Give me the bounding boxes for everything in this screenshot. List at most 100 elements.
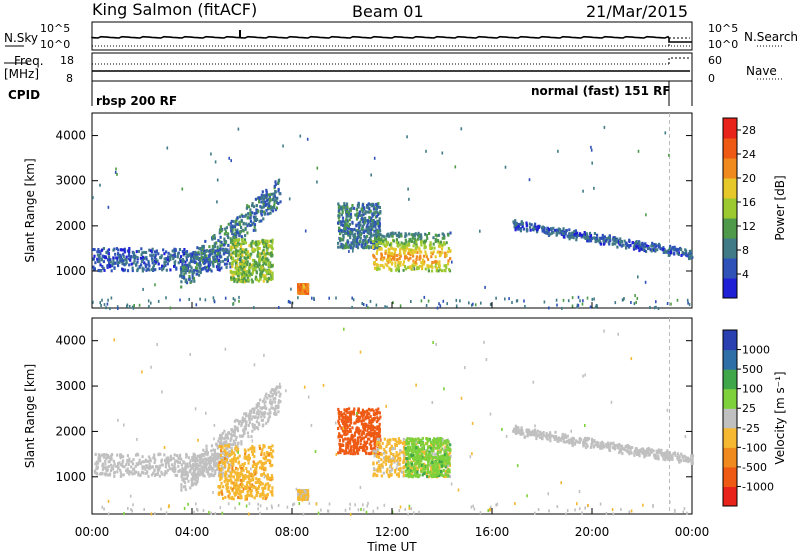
power-cell bbox=[258, 267, 261, 271]
velocity-cell bbox=[100, 453, 103, 457]
velocity-cell bbox=[105, 468, 108, 472]
power-cell bbox=[262, 210, 266, 214]
power-cell bbox=[140, 253, 143, 257]
velocity-cell bbox=[232, 439, 235, 443]
power-cell bbox=[664, 249, 667, 253]
power-cell bbox=[115, 247, 119, 251]
power-cell bbox=[346, 220, 349, 224]
velocity-cell bbox=[264, 400, 267, 404]
velocity-cell bbox=[240, 434, 243, 438]
freq-strip-frame bbox=[91, 52, 693, 82]
power-noise-cell bbox=[148, 304, 150, 308]
power-cell bbox=[359, 220, 362, 224]
power-noise-cell bbox=[407, 187, 409, 191]
power-noise-cell bbox=[436, 306, 439, 310]
power-noise-cell bbox=[603, 125, 606, 129]
power-cell bbox=[368, 237, 371, 240]
power-noise-cell bbox=[224, 296, 227, 300]
power-cell bbox=[167, 255, 170, 259]
power-cell bbox=[359, 233, 362, 237]
power-cell bbox=[427, 269, 430, 273]
power-cell bbox=[427, 257, 430, 261]
power-cell bbox=[423, 240, 426, 244]
power-cell bbox=[93, 267, 96, 271]
power-cell bbox=[150, 257, 154, 261]
velocity-cell bbox=[251, 494, 254, 498]
velocity-cell bbox=[193, 464, 196, 468]
power-cell bbox=[198, 264, 201, 268]
power-noise-cell bbox=[425, 149, 427, 153]
power-cell bbox=[372, 244, 375, 248]
power-cell bbox=[249, 265, 252, 269]
power-cell bbox=[371, 241, 375, 245]
power-cell bbox=[205, 259, 208, 263]
power-cell bbox=[238, 220, 241, 224]
velocity-cell bbox=[250, 417, 253, 421]
velocity-cell bbox=[234, 446, 237, 450]
power-colorbar-segment bbox=[723, 158, 737, 179]
velocity-cell bbox=[273, 408, 276, 411]
power-cell bbox=[246, 276, 249, 280]
power-cell bbox=[403, 246, 407, 249]
power-cell bbox=[435, 266, 438, 270]
power-cell bbox=[192, 272, 195, 276]
power-cell bbox=[688, 252, 691, 256]
power-cell bbox=[438, 245, 441, 249]
power-cell bbox=[408, 248, 411, 252]
velocity-cell bbox=[252, 485, 255, 489]
power-cell bbox=[541, 225, 544, 229]
velocity-cell bbox=[256, 410, 259, 414]
power-cell bbox=[255, 275, 258, 279]
power-cell bbox=[586, 233, 589, 237]
velocity-cell bbox=[254, 467, 257, 471]
velocity-cell bbox=[134, 453, 138, 457]
power-cell bbox=[152, 266, 155, 270]
power-cell bbox=[260, 206, 263, 210]
power-cell bbox=[602, 242, 605, 246]
velocity-cell bbox=[198, 460, 201, 464]
power-cell bbox=[253, 217, 256, 221]
power-cell bbox=[598, 239, 601, 243]
power-noise-cell bbox=[216, 200, 218, 204]
power-cell bbox=[302, 284, 305, 288]
power-cell bbox=[255, 262, 258, 265]
velocity-cell bbox=[247, 448, 250, 452]
velocity-cell bbox=[235, 435, 238, 439]
power-cell bbox=[404, 255, 407, 259]
power-cell bbox=[93, 248, 96, 252]
velocity-cell bbox=[235, 488, 238, 492]
power-cell bbox=[189, 264, 192, 268]
power-cell bbox=[640, 247, 643, 251]
velocity-cell bbox=[253, 423, 256, 427]
power-cell bbox=[94, 261, 97, 265]
power-cell bbox=[250, 241, 253, 245]
power-cell bbox=[375, 222, 378, 226]
power-cell bbox=[149, 253, 152, 257]
power-cell bbox=[608, 242, 611, 246]
power-cell bbox=[373, 224, 376, 228]
power-cell bbox=[197, 258, 200, 262]
power-cell bbox=[374, 237, 378, 241]
power-noise-cell bbox=[213, 300, 216, 304]
velocity-cell bbox=[121, 461, 124, 464]
power-cell bbox=[99, 263, 102, 267]
velocity-cell bbox=[198, 464, 201, 468]
power-cell bbox=[270, 192, 273, 196]
velocity-cell bbox=[304, 490, 307, 494]
power-cell bbox=[415, 245, 419, 249]
velocity-cell bbox=[268, 459, 271, 463]
power-cell bbox=[366, 210, 369, 214]
power-cell bbox=[598, 237, 601, 241]
power-cell bbox=[118, 255, 121, 259]
power-noise-cell bbox=[150, 301, 152, 305]
power-cell bbox=[595, 236, 598, 240]
power-cell bbox=[102, 267, 105, 270]
power-cell bbox=[590, 239, 593, 243]
power-cell bbox=[433, 260, 436, 264]
power-cell bbox=[425, 233, 428, 237]
power-cell bbox=[262, 245, 266, 249]
power-cell bbox=[341, 210, 344, 214]
velocity-cell bbox=[184, 463, 187, 467]
power-cell bbox=[267, 206, 270, 210]
velocity-cell bbox=[210, 449, 213, 453]
